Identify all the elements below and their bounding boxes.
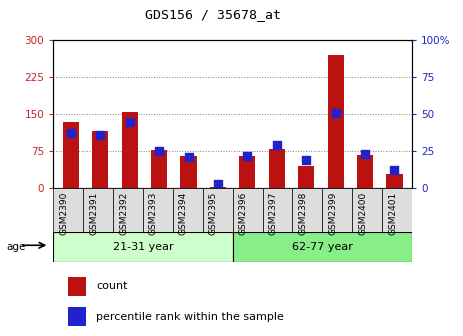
Bar — [293, 188, 322, 232]
Bar — [68, 277, 86, 296]
Point — [302, 157, 310, 163]
Text: GSM2398: GSM2398 — [299, 192, 307, 235]
Bar — [113, 188, 143, 232]
Bar — [143, 188, 173, 232]
Text: count: count — [96, 281, 128, 291]
Text: GSM2394: GSM2394 — [179, 192, 188, 235]
Point — [185, 155, 192, 160]
Bar — [263, 188, 293, 232]
Text: GSM2391: GSM2391 — [89, 192, 98, 235]
Bar — [382, 188, 412, 232]
Point — [126, 119, 133, 124]
Point — [273, 142, 281, 148]
Bar — [53, 188, 83, 232]
Bar — [68, 307, 86, 326]
Text: GSM2397: GSM2397 — [269, 192, 277, 235]
Bar — [203, 188, 233, 232]
Text: GDS156 / 35678_at: GDS156 / 35678_at — [145, 8, 281, 22]
Text: GSM2400: GSM2400 — [358, 192, 367, 235]
Point — [67, 131, 75, 136]
Bar — [53, 232, 232, 262]
Bar — [83, 188, 113, 232]
Bar — [63, 122, 79, 188]
Bar — [92, 131, 108, 188]
Bar — [232, 188, 263, 232]
Bar — [386, 174, 402, 188]
Text: GSM2399: GSM2399 — [328, 192, 338, 235]
Point — [361, 152, 369, 157]
Bar — [232, 232, 412, 262]
Bar — [322, 188, 352, 232]
Point — [244, 153, 251, 158]
Text: percentile rank within the sample: percentile rank within the sample — [96, 311, 284, 322]
Point — [332, 110, 339, 116]
Text: GSM2392: GSM2392 — [119, 192, 128, 235]
Text: 62-77 year: 62-77 year — [292, 242, 353, 252]
Text: GSM2395: GSM2395 — [209, 192, 218, 235]
Point — [97, 132, 104, 138]
Text: 21-31 year: 21-31 year — [113, 242, 173, 252]
Bar — [269, 149, 285, 188]
Text: age: age — [6, 242, 25, 252]
Bar — [122, 112, 138, 188]
Text: GSM2401: GSM2401 — [388, 192, 397, 235]
Bar — [239, 156, 256, 188]
Bar — [352, 188, 382, 232]
Bar — [357, 155, 373, 188]
Point — [391, 168, 398, 173]
Point — [214, 181, 222, 186]
Bar — [210, 187, 226, 188]
Point — [156, 149, 163, 154]
Bar — [298, 166, 314, 188]
Text: GSM2393: GSM2393 — [149, 192, 158, 235]
Text: GSM2390: GSM2390 — [59, 192, 68, 235]
Bar — [181, 156, 197, 188]
Bar — [173, 188, 203, 232]
Bar — [151, 150, 167, 188]
Text: GSM2396: GSM2396 — [238, 192, 248, 235]
Bar — [327, 55, 344, 188]
